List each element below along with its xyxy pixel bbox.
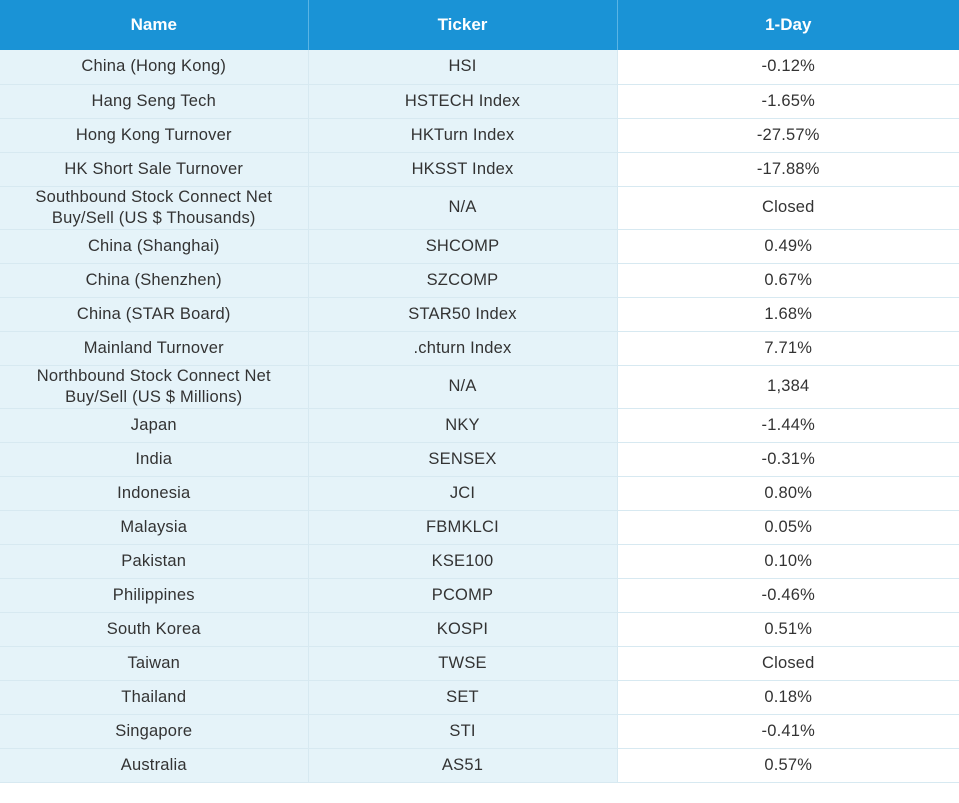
table-row: Hong Kong Turnover HKTurn Index -27.57% [0,118,959,153]
header-row: Name Ticker 1-Day [0,0,959,50]
cell-name: Malaysia [0,510,309,545]
cell-1-day-change: Closed [617,186,959,230]
table-row: Indonesia JCI 0.80% [0,476,959,511]
cell-name: Mainland Turnover [0,331,309,366]
cell-ticker: HKSST Index [308,152,618,187]
cell-name: Indonesia [0,476,309,511]
table-row: China (Shenzhen) SZCOMP 0.67% [0,263,959,298]
cell-1-day-change: 7.71% [617,331,959,366]
cell-name: China (STAR Board) [0,297,309,332]
cell-1-day-change: -1.44% [617,408,959,443]
cell-ticker: KSE100 [308,544,618,579]
table-row: Malaysia FBMKLCI 0.05% [0,510,959,545]
cell-name: HK Short Sale Turnover [0,152,309,187]
cell-name: China (Shenzhen) [0,263,309,298]
market-performance-table: Name Ticker 1-Day China (Hong Kong) HSI -0… [0,0,959,783]
table-row: Northbound Stock Connect Net Buy/Sell (U… [0,365,959,409]
table-row: Australia AS51 0.57% [0,748,959,783]
cell-name: China (Shanghai) [0,229,309,264]
cell-name: India [0,442,309,477]
cell-ticker: STAR50 Index [308,297,618,332]
table-row: China (Hong Kong) HSI -0.12% [0,50,959,85]
cell-1-day-change: -0.46% [617,578,959,613]
cell-name: Southbound Stock Connect Net Buy/Sell (U… [0,186,309,230]
cell-1-day-change: -0.41% [617,714,959,749]
cell-ticker: N/A [308,186,618,230]
cell-1-day-change: -17.88% [617,152,959,187]
cell-1-day-change: -0.31% [617,442,959,477]
cell-name: Singapore [0,714,309,749]
cell-1-day-change: Closed [617,646,959,681]
cell-1-day-change: 0.10% [617,544,959,579]
cell-1-day-change: 0.18% [617,680,959,715]
table-row: Pakistan KSE100 0.10% [0,544,959,579]
cell-name: Hang Seng Tech [0,84,309,119]
cell-1-day-change: 0.67% [617,263,959,298]
table-header: Name Ticker 1-Day [0,0,959,50]
cell-1-day-change: -0.12% [617,50,959,85]
cell-name: Japan [0,408,309,443]
cell-name: Philippines [0,578,309,613]
table-row: Mainland Turnover .chturn Index 7.71% [0,331,959,366]
cell-ticker: KOSPI [308,612,618,647]
table-row: Japan NKY -1.44% [0,408,959,443]
table-row: India SENSEX -0.31% [0,442,959,477]
cell-1-day-change: 0.49% [617,229,959,264]
table-row: Hang Seng Tech HSTECH Index -1.65% [0,84,959,119]
table-row: Taiwan TWSE Closed [0,646,959,681]
table-body: China (Hong Kong) HSI -0.12% Hang Seng Tech… [0,50,959,783]
table-row: HK Short Sale Turnover HKSST Index -17.88% [0,152,959,187]
cell-name: Thailand [0,680,309,715]
cell-1-day-change: 0.80% [617,476,959,511]
cell-1-day-change: -1.65% [617,84,959,119]
column-header-ticker: Ticker [308,0,618,50]
cell-ticker: HSTECH Index [308,84,618,119]
table-row: China (Shanghai) SHCOMP 0.49% [0,229,959,264]
cell-ticker: STI [308,714,618,749]
cell-ticker: TWSE [308,646,618,681]
cell-name: China (Hong Kong) [0,50,309,85]
cell-ticker: SET [308,680,618,715]
cell-name: Pakistan [0,544,309,579]
table-row: Philippines PCOMP -0.46% [0,578,959,613]
cell-ticker: PCOMP [308,578,618,613]
cell-ticker: N/A [308,365,618,409]
column-header-name: Name [0,0,309,50]
cell-ticker: SENSEX [308,442,618,477]
cell-1-day-change: 0.05% [617,510,959,545]
table-row: China (STAR Board) STAR50 Index 1.68% [0,297,959,332]
cell-1-day-change: 1,384 [617,365,959,409]
cell-ticker: NKY [308,408,618,443]
table-row: Thailand SET 0.18% [0,680,959,715]
cell-name: South Korea [0,612,309,647]
cell-ticker: JCI [308,476,618,511]
cell-ticker: AS51 [308,748,618,783]
cell-1-day-change: 0.51% [617,612,959,647]
cell-1-day-change: -27.57% [617,118,959,153]
cell-ticker: SHCOMP [308,229,618,264]
cell-ticker: SZCOMP [308,263,618,298]
cell-name: Taiwan [0,646,309,681]
table-row: Southbound Stock Connect Net Buy/Sell (U… [0,186,959,230]
table-row: South Korea KOSPI 0.51% [0,612,959,647]
table-row: Singapore STI -0.41% [0,714,959,749]
cell-name: Hong Kong Turnover [0,118,309,153]
cell-ticker: HKTurn Index [308,118,618,153]
cell-ticker: .chturn Index [308,331,618,366]
cell-1-day-change: 0.57% [617,748,959,783]
cell-ticker: HSI [308,50,618,85]
cell-name: Northbound Stock Connect Net Buy/Sell (U… [0,365,309,409]
cell-ticker: FBMKLCI [308,510,618,545]
cell-1-day-change: 1.68% [617,297,959,332]
cell-name: Australia [0,748,309,783]
column-header-1-day: 1-Day [617,0,959,50]
